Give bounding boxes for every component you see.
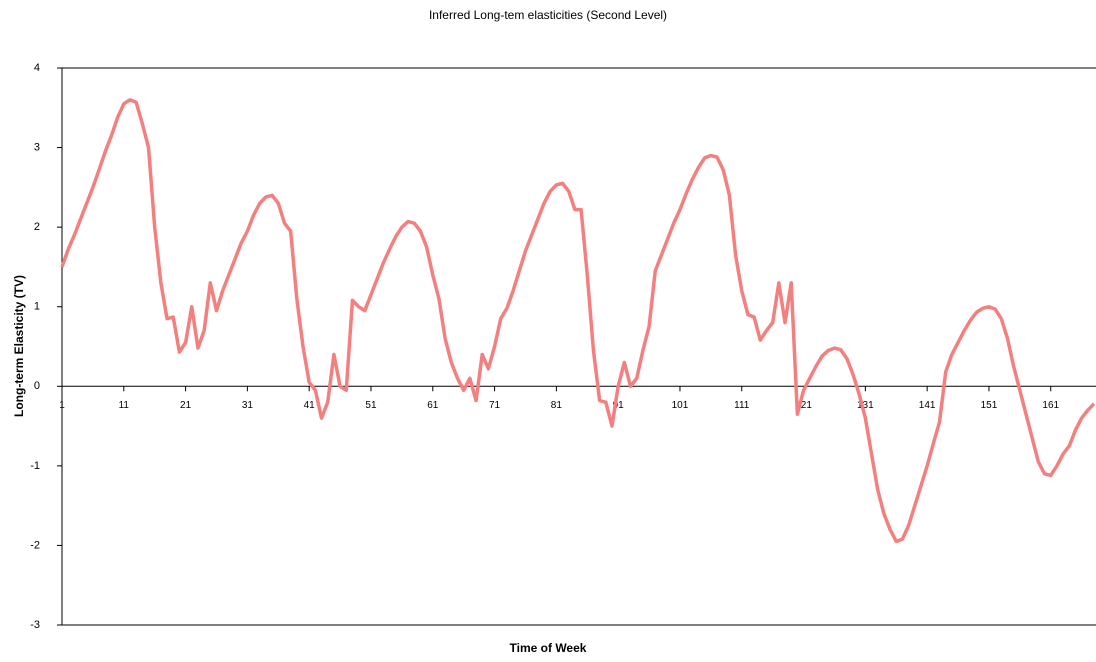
y-tick-label: 0 [34, 380, 40, 392]
x-tick-label: 141 [919, 400, 936, 411]
x-tick-label: 151 [981, 400, 998, 411]
x-tick-label: 111 [734, 400, 750, 411]
y-tick-label: 2 [34, 221, 40, 233]
x-tick-label: 31 [242, 400, 254, 411]
x-tick-label: 131 [857, 400, 874, 411]
y-tick-label: 3 [34, 141, 40, 153]
y-tick-label: -2 [30, 539, 40, 551]
y-tick-label: -3 [30, 619, 40, 631]
y-tick-label: 1 [34, 301, 40, 313]
x-tick-label: 1 [59, 400, 65, 411]
x-axis-title: Time of Week [510, 641, 587, 655]
y-tick-label: 4 [34, 62, 40, 74]
y-tick-label: -1 [30, 460, 40, 472]
x-tick-label: 121 [795, 400, 812, 411]
x-tick-label: 21 [180, 400, 192, 411]
x-tick-label: 51 [365, 400, 377, 411]
x-tick-label: 81 [551, 400, 563, 411]
x-tick-label: 41 [304, 400, 316, 411]
x-tick-label: 91 [613, 400, 625, 411]
x-tick-label: 101 [672, 400, 689, 411]
chart-title: Inferred Long-tem elasticities (Second L… [429, 8, 667, 22]
x-tick-label: 61 [427, 400, 439, 411]
x-tick-label: 161 [1042, 400, 1059, 411]
x-tick-label: 11 [119, 400, 130, 411]
x-tick-label: 71 [489, 400, 501, 411]
y-axis-title: Long-term Elasticity (TV) [12, 275, 26, 417]
series-line [60, 98, 1096, 544]
